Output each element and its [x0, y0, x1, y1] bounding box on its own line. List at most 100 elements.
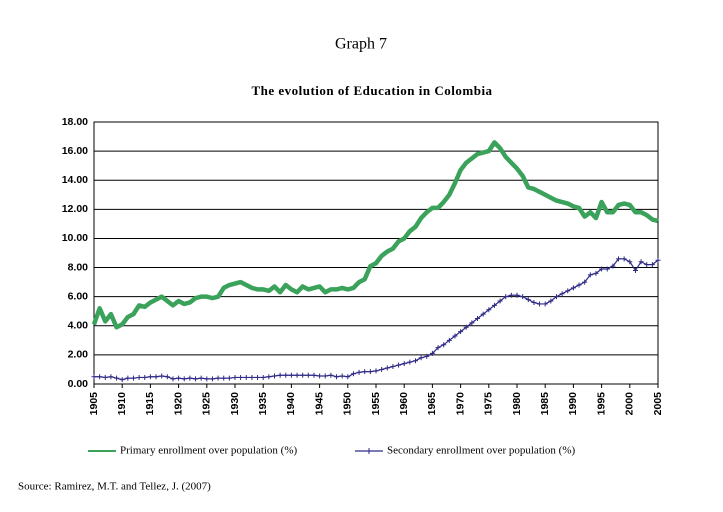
series-marker: [356, 369, 362, 375]
series-marker: [514, 292, 520, 298]
series-marker: [616, 256, 622, 262]
series-marker: [379, 366, 385, 372]
series-marker: [632, 267, 638, 273]
series-line: [91, 140, 659, 330]
x-tick-label: 1980: [511, 392, 523, 416]
x-tick-label: 2005: [652, 392, 664, 416]
x-tick-label: 1975: [483, 392, 495, 416]
series-marker: [226, 375, 232, 381]
series-marker: [531, 299, 537, 305]
series-marker: [463, 324, 469, 330]
series-marker: [593, 270, 599, 276]
series-line: [94, 258, 659, 381]
series-marker: [339, 373, 345, 379]
series-marker: [130, 375, 136, 381]
series-marker: [97, 374, 103, 380]
y-tick-label: 8.00: [68, 261, 89, 273]
series-marker: [153, 374, 159, 380]
series-marker: [193, 376, 199, 382]
series-marker: [486, 307, 492, 313]
series-marker: [243, 374, 249, 380]
series-marker: [508, 292, 514, 298]
x-tick-label: 2000: [624, 392, 636, 416]
y-tick-label: 6.00: [68, 290, 89, 302]
legend-label: Primary enrollment over population (%): [120, 445, 298, 457]
series-marker: [401, 361, 407, 367]
series-marker: [119, 377, 125, 383]
series-marker: [147, 374, 153, 380]
y-tick-label: 12.00: [62, 203, 88, 215]
series-marker: [362, 369, 368, 375]
x-tick-label: 1930: [229, 392, 241, 416]
y-tick-label: 0.00: [68, 378, 89, 390]
series-marker: [655, 257, 661, 263]
series-marker: [367, 369, 373, 375]
series-marker: [537, 301, 543, 307]
series-marker: [621, 256, 627, 262]
series-marker: [328, 372, 334, 378]
series-marker: [435, 345, 441, 351]
series-marker: [334, 374, 340, 380]
x-tick-label: 1920: [172, 392, 184, 416]
series-marker: [565, 288, 571, 294]
series-marker: [215, 375, 221, 381]
series-marker: [497, 298, 503, 304]
series-marker: [548, 298, 554, 304]
series-marker: [525, 297, 531, 303]
series-marker: [271, 373, 277, 379]
series-marker: [108, 374, 114, 380]
series-marker: [610, 263, 616, 269]
series-marker: [424, 353, 430, 359]
y-tick-label: 10.00: [62, 232, 88, 244]
x-tick-label: 1965: [426, 392, 438, 416]
series-marker: [412, 358, 418, 364]
y-tick-label: 2.00: [68, 349, 89, 361]
series-marker: [260, 374, 266, 380]
x-tick-label: 1950: [342, 392, 354, 416]
series-marker: [311, 372, 317, 378]
x-tick-label: 1995: [595, 392, 607, 416]
x-tick-label: 1910: [116, 392, 128, 416]
series-marker: [418, 355, 424, 361]
series-marker: [520, 294, 526, 300]
series-marker: [277, 372, 283, 378]
series-marker: [396, 362, 402, 368]
series-marker: [475, 316, 481, 321]
series-marker: [644, 262, 650, 268]
series-marker: [649, 262, 655, 268]
series-marker: [503, 294, 509, 300]
series-marker: [221, 375, 227, 381]
x-tick-label: 1955: [370, 392, 382, 416]
series-marker: [91, 374, 97, 380]
series-marker: [638, 259, 644, 265]
series-marker: [322, 373, 328, 379]
y-tick-label: 14.00: [62, 174, 88, 186]
series-marker: [441, 342, 447, 348]
series-marker: [446, 337, 452, 343]
series-marker: [238, 374, 244, 380]
series-marker: [599, 266, 605, 272]
series-marker: [582, 279, 588, 285]
x-tick-label: 1905: [88, 392, 100, 416]
series-marker: [102, 374, 108, 380]
series-marker: [469, 320, 475, 326]
series-marker: [159, 373, 165, 379]
series-marker: [198, 375, 204, 381]
series-marker: [350, 371, 356, 377]
series-marker: [305, 372, 311, 378]
series-marker: [283, 372, 289, 378]
series-marker: [491, 302, 497, 308]
series-marker: [114, 375, 120, 381]
series-marker: [390, 364, 396, 370]
series-marker: [559, 291, 565, 297]
series-marker: [249, 374, 255, 380]
series-marker: [345, 374, 351, 380]
source-note: Source: Ramirez, M.T. and Tellez, J. (20…: [18, 481, 211, 493]
x-tick-label: 1925: [201, 392, 213, 416]
series-marker: [266, 374, 272, 380]
series-marker: [587, 272, 593, 278]
series-marker: [181, 376, 187, 382]
chart-title: The evolution of Education in Colombia: [251, 83, 492, 98]
series-marker: [576, 282, 582, 288]
